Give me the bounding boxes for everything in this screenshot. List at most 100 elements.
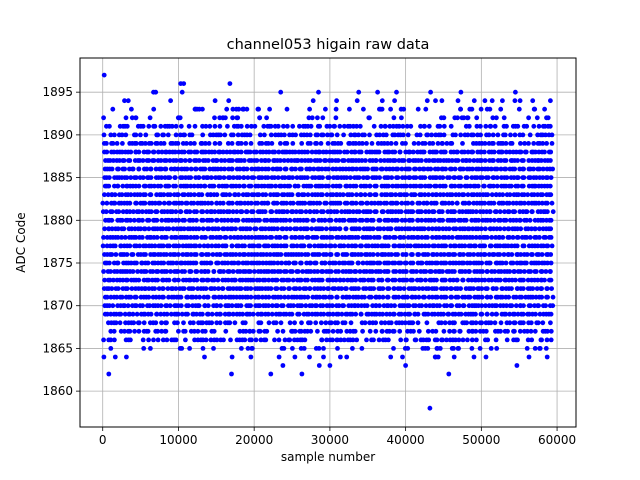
data-point <box>339 286 344 291</box>
data-point <box>399 115 404 121</box>
data-point <box>515 311 521 317</box>
data-point <box>266 277 272 283</box>
data-point <box>111 158 116 163</box>
data-point <box>541 243 546 249</box>
data-point <box>179 175 185 181</box>
data-point <box>173 132 179 138</box>
data-point <box>548 98 553 104</box>
data-point <box>483 123 489 129</box>
data-point <box>503 311 509 317</box>
data-point <box>408 123 414 129</box>
data-point <box>410 252 415 257</box>
data-point <box>413 183 419 189</box>
data-point <box>539 269 545 274</box>
data-point <box>327 260 332 266</box>
data-point <box>334 98 339 104</box>
data-point <box>545 260 550 266</box>
data-point <box>233 226 239 232</box>
data-point <box>498 106 504 112</box>
data-point <box>276 337 282 343</box>
data-point <box>148 192 154 198</box>
data-point <box>462 243 468 249</box>
data-point <box>449 303 455 309</box>
data-point <box>323 200 329 206</box>
data-point <box>299 166 304 172</box>
data-point <box>142 226 148 232</box>
data-point <box>433 200 439 206</box>
data-point <box>483 354 489 360</box>
data-point <box>157 200 163 206</box>
outlier-point <box>227 81 233 86</box>
data-point <box>214 337 220 343</box>
data-point <box>355 235 361 240</box>
data-point <box>503 166 509 172</box>
data-point <box>152 183 157 189</box>
data-point <box>204 260 210 266</box>
data-point <box>429 132 434 138</box>
data-point <box>483 226 488 232</box>
data-point <box>439 98 445 104</box>
data-point <box>146 286 152 291</box>
data-point <box>207 166 213 172</box>
data-point <box>259 141 265 146</box>
data-point <box>281 346 287 351</box>
data-point <box>199 192 205 198</box>
data-point <box>387 235 392 240</box>
data-point <box>479 286 485 291</box>
data-point <box>382 320 388 326</box>
data-point <box>440 337 445 343</box>
data-point <box>198 183 204 189</box>
data-point <box>186 123 192 129</box>
data-point <box>494 303 499 309</box>
data-point <box>266 149 272 155</box>
data-point <box>434 277 439 283</box>
data-point <box>319 277 325 283</box>
data-point <box>482 158 488 163</box>
data-point <box>211 277 217 283</box>
data-point <box>518 269 523 274</box>
data-point <box>461 192 467 198</box>
data-point <box>100 200 106 206</box>
data-point <box>525 337 531 343</box>
data-point <box>256 106 261 112</box>
data-point <box>158 166 164 172</box>
data-point <box>489 235 495 240</box>
data-point <box>512 320 518 326</box>
data-point <box>120 209 126 215</box>
data-point <box>316 252 322 257</box>
data-point <box>176 217 182 223</box>
data-point <box>245 260 251 266</box>
data-point <box>184 235 190 240</box>
data-point <box>401 286 407 291</box>
data-point <box>474 115 480 121</box>
data-point <box>107 277 113 283</box>
plot-frame <box>79 57 577 428</box>
data-point <box>155 132 161 138</box>
data-point <box>530 294 536 300</box>
data-point <box>416 286 422 291</box>
data-point <box>442 183 448 189</box>
data-point <box>118 243 124 249</box>
y-tick-label: 1895 <box>42 85 73 99</box>
data-point <box>265 200 271 206</box>
data-point <box>428 269 434 274</box>
data-point <box>119 132 125 138</box>
data-point <box>289 269 295 274</box>
data-point <box>390 183 395 189</box>
data-point <box>112 192 118 198</box>
data-point <box>253 337 259 343</box>
data-point <box>280 303 286 309</box>
data-point <box>258 320 264 326</box>
data-point <box>391 286 397 291</box>
data-point <box>388 226 394 232</box>
data-point <box>275 243 280 249</box>
data-point <box>185 311 191 317</box>
data-point <box>321 354 326 360</box>
data-point <box>501 115 507 121</box>
data-point <box>512 328 517 334</box>
data-point <box>230 158 235 163</box>
data-point <box>483 328 489 334</box>
data-point <box>201 243 207 249</box>
data-point <box>276 354 282 360</box>
data-point <box>291 303 296 309</box>
